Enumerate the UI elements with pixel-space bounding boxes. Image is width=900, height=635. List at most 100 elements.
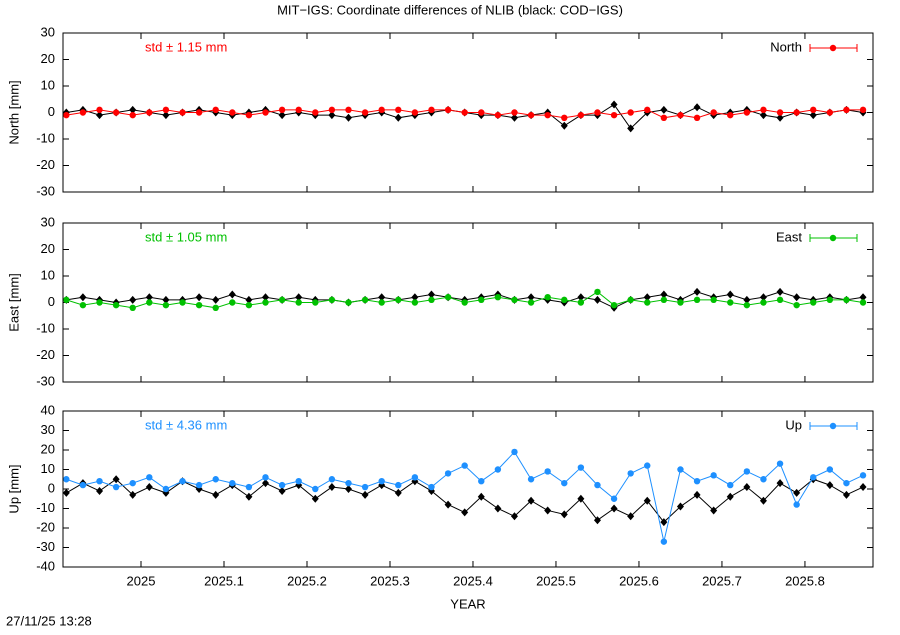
point xyxy=(759,496,767,505)
point xyxy=(96,299,103,306)
point xyxy=(759,111,767,120)
point xyxy=(63,296,70,304)
point xyxy=(361,109,369,116)
point xyxy=(312,299,319,306)
point xyxy=(494,294,502,301)
point xyxy=(428,296,435,304)
point xyxy=(776,296,784,304)
point xyxy=(660,296,668,304)
point xyxy=(394,488,402,497)
point xyxy=(643,293,651,302)
annotation: std ± 1.05 mm xyxy=(145,229,227,244)
point xyxy=(96,486,104,495)
y-tick-label: -10 xyxy=(36,500,55,515)
timestamp: 27/11/25 13:28 xyxy=(6,613,92,628)
point xyxy=(527,293,535,302)
point xyxy=(660,290,668,299)
point xyxy=(212,304,219,311)
point xyxy=(527,496,535,505)
point xyxy=(229,479,236,487)
point xyxy=(146,299,153,306)
point xyxy=(693,490,701,499)
point xyxy=(328,476,336,483)
legend-swatch xyxy=(829,234,837,242)
point xyxy=(810,299,817,306)
point xyxy=(677,466,684,473)
plot-frame xyxy=(62,222,874,383)
point xyxy=(859,472,867,479)
point xyxy=(129,111,136,119)
x-tick-label: 2025.7 xyxy=(702,573,742,588)
point xyxy=(278,111,286,120)
point xyxy=(544,506,552,515)
point xyxy=(112,109,120,116)
y-tick-label: 0 xyxy=(48,480,55,495)
point xyxy=(494,504,502,513)
y-tick-label: -20 xyxy=(36,347,55,362)
point xyxy=(411,299,419,306)
point xyxy=(344,485,352,493)
point xyxy=(162,111,170,120)
y-axis-label: East [mm] xyxy=(6,273,21,332)
point xyxy=(79,301,87,309)
point xyxy=(627,512,635,521)
point xyxy=(278,106,286,114)
x-tick-label: 2025.2 xyxy=(287,573,327,588)
point xyxy=(843,106,850,114)
y-tick-label: 30 xyxy=(41,214,55,229)
point xyxy=(129,295,137,304)
point xyxy=(577,494,585,503)
point xyxy=(63,111,70,119)
point xyxy=(96,478,103,485)
point xyxy=(444,470,452,477)
point xyxy=(328,106,336,114)
point xyxy=(96,111,104,120)
point xyxy=(710,296,717,304)
point xyxy=(444,500,452,509)
point xyxy=(577,299,585,306)
point xyxy=(511,448,518,456)
y-tick-label: 20 xyxy=(41,241,55,256)
point xyxy=(428,483,435,491)
point xyxy=(810,474,817,481)
point xyxy=(610,504,618,513)
point xyxy=(345,479,352,487)
point xyxy=(344,113,352,122)
point xyxy=(195,301,203,309)
point xyxy=(162,485,170,493)
point xyxy=(478,296,485,304)
point xyxy=(544,111,551,119)
point xyxy=(560,510,568,519)
point xyxy=(726,492,734,501)
y-tick-label: -40 xyxy=(36,558,55,573)
point xyxy=(743,109,751,116)
point xyxy=(577,111,585,119)
x-tick-label: 2025 xyxy=(127,573,156,588)
y-tick-label: -20 xyxy=(36,519,55,534)
point xyxy=(577,293,585,302)
point xyxy=(312,485,319,493)
point xyxy=(162,106,170,114)
point xyxy=(660,114,668,122)
point xyxy=(411,293,419,302)
point xyxy=(478,109,485,116)
point xyxy=(610,111,618,119)
point xyxy=(427,290,435,299)
point xyxy=(62,488,70,497)
point xyxy=(146,474,153,481)
point xyxy=(594,481,601,489)
y-tick-label: 20 xyxy=(41,441,55,456)
point xyxy=(129,490,137,499)
point xyxy=(660,518,668,527)
point xyxy=(477,492,485,501)
point xyxy=(361,490,369,499)
point xyxy=(727,299,734,306)
point xyxy=(810,106,817,114)
point xyxy=(660,538,668,545)
y-tick-label: -20 xyxy=(36,157,55,172)
point xyxy=(262,479,269,488)
point xyxy=(843,296,850,304)
point xyxy=(710,472,717,479)
